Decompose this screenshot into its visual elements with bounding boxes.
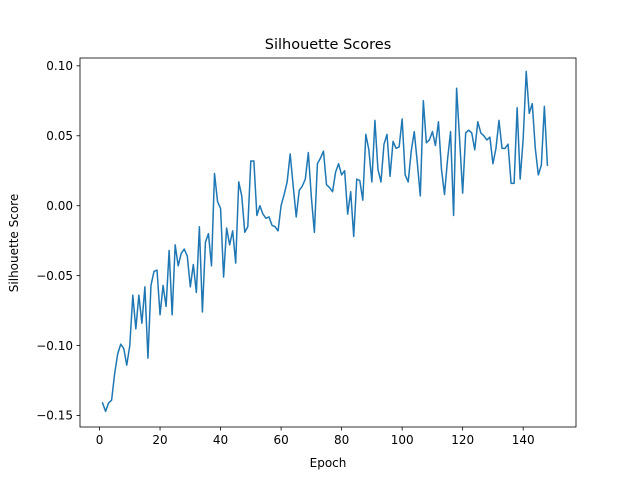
y-tick-label: −0.10 — [36, 339, 73, 353]
x-axis-ticks: 0 20 40 60 80 100 120 140 — [96, 427, 535, 447]
x-tick-label: 60 — [273, 433, 288, 447]
data-series — [101, 70, 549, 413]
series-line-silhouette-score — [101, 70, 549, 413]
y-tick-label: 0.10 — [46, 59, 73, 73]
x-tick-label: 100 — [391, 433, 414, 447]
y-axis-ticks: −0.15 −0.10 −0.05 0.00 0.05 0.10 — [36, 59, 80, 423]
y-tick-label: −0.05 — [36, 269, 73, 283]
plot-area — [80, 58, 576, 427]
x-tick-label: 120 — [451, 433, 474, 447]
y-tick-label: 0.05 — [46, 129, 73, 143]
x-tick-label: 0 — [96, 433, 104, 447]
y-tick-label: 0.00 — [46, 199, 73, 213]
x-axis-label: Epoch — [310, 456, 347, 470]
x-tick-label: 20 — [152, 433, 167, 447]
y-tick-label: −0.15 — [36, 409, 73, 423]
chart-title: Silhouette Scores — [265, 37, 392, 53]
plot-frame — [79, 57, 577, 428]
x-tick-label: 40 — [213, 433, 228, 447]
x-tick-label: 80 — [334, 433, 349, 447]
x-tick-label: 140 — [512, 433, 535, 447]
y-axis-label: Silhouette Score — [7, 194, 21, 292]
